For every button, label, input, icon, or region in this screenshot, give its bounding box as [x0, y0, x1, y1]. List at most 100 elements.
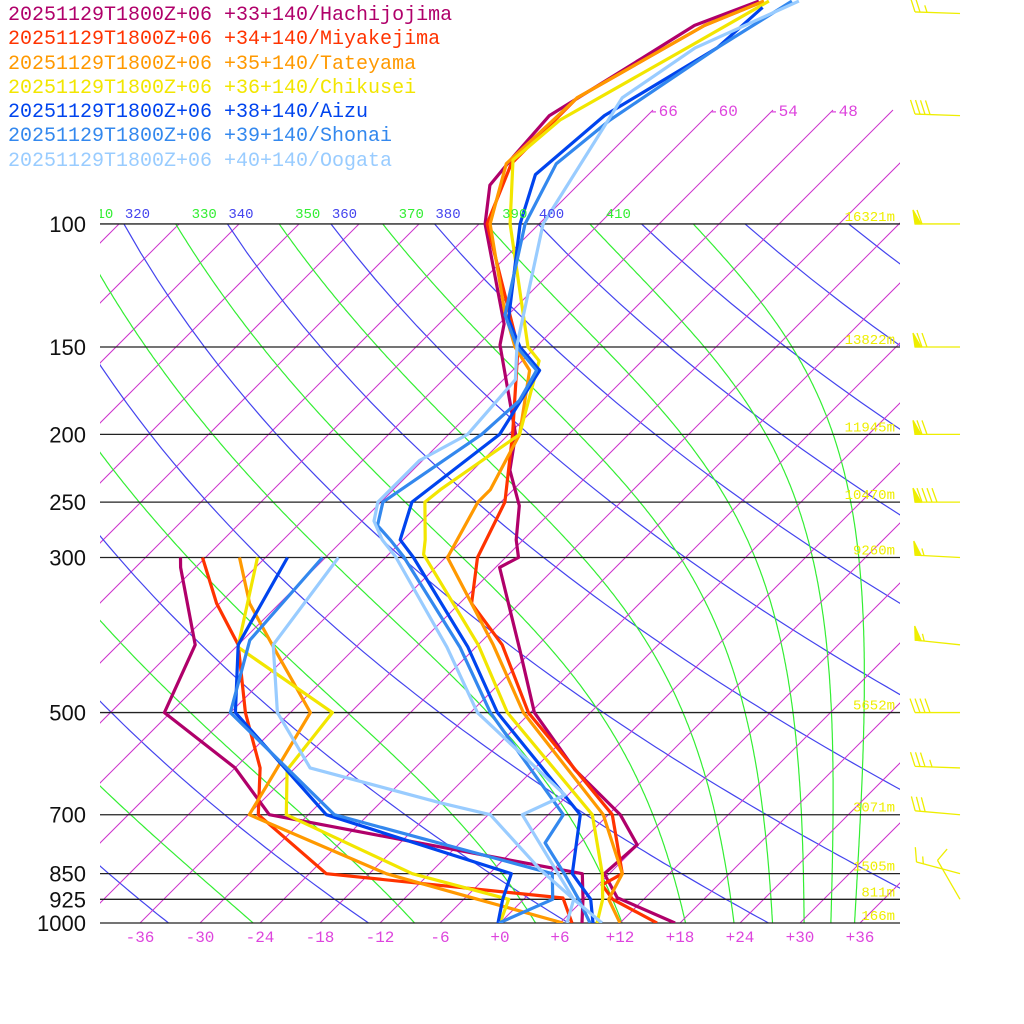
temperature-tick-label: -12	[366, 929, 395, 947]
wind-barb	[912, 332, 960, 348]
moist-adiabat-line	[100, 619, 416, 923]
legend-entry: 20251129T1800Z+06 +39+140/Shonai	[8, 125, 393, 149]
wind-barb-feather	[926, 487, 933, 503]
wind-barb-half-feather	[922, 856, 924, 864]
moist-adiabat-label: 330	[192, 207, 217, 223]
wind-barb	[909, 99, 961, 117]
legend-entry: 20251129T1800Z+06 +38+140/Aizu	[8, 101, 369, 125]
wind-barb	[936, 848, 961, 900]
height-label: 13822m	[845, 333, 895, 349]
isotherm-label: -60	[709, 103, 738, 121]
wind-barb-staff	[915, 765, 961, 769]
height-label: 3071m	[853, 801, 895, 817]
wind-barb	[910, 796, 961, 816]
moist-adiabat-line	[589, 224, 834, 923]
wind-barb-feather	[924, 100, 931, 115]
moist-adiabat-line	[175, 224, 687, 923]
dry-adiabat-label: 320	[125, 207, 150, 223]
temperature-line	[375, 0, 793, 923]
pressure-label: 250	[49, 490, 86, 515]
chart-grid	[100, 109, 1024, 923]
wind-barb-half-feather	[929, 759, 933, 768]
temperature-tick-label: +12	[606, 929, 635, 947]
wind-barb-staff	[936, 860, 961, 900]
wind-barb-staff	[915, 11, 961, 15]
wind-barb-feather	[920, 797, 926, 812]
height-label: 166m	[861, 909, 895, 925]
wind-barb-feather	[931, 487, 938, 503]
temperature-line	[422, 0, 770, 923]
temperature-tick-label: -36	[126, 929, 155, 947]
wind-barb	[909, 751, 961, 769]
wind-barb	[913, 540, 961, 559]
wind-barb-feather	[919, 752, 926, 767]
wind-barb-staff	[915, 810, 961, 816]
wind-barb-feather	[916, 209, 923, 225]
moist-adiabat-line	[100, 273, 623, 923]
wind-barb-feather	[916, 487, 923, 503]
isotherm-line	[100, 224, 240, 364]
moist-adiabat-label: 410	[606, 207, 631, 223]
wind-barb-pennant	[912, 209, 923, 225]
dewpoint-line	[200, 557, 574, 923]
moist-adiabat-label: 350	[295, 207, 320, 223]
isotherm-line	[679, 702, 900, 923]
wind-barb-pennant	[913, 540, 923, 557]
isobars	[100, 223, 900, 924]
wind-barb-feather	[909, 99, 916, 115]
temperature-tick-label: +18	[666, 929, 695, 947]
wind-barb-feather	[910, 796, 916, 811]
wind-barb-feather	[937, 848, 948, 861]
isotherm-line	[259, 282, 900, 923]
wind-barb-feather	[916, 420, 923, 435]
pressure-label: 850	[49, 862, 86, 887]
height-label: 10470m	[845, 488, 895, 504]
temperature-line	[372, 0, 800, 923]
wind-barb	[912, 420, 960, 436]
dewpoint-line	[228, 556, 555, 923]
dry-adiabat-label: 360	[332, 207, 357, 223]
station-profile-3	[236, 0, 770, 923]
temperature-line	[445, 0, 765, 923]
height-label: 5652m	[853, 699, 895, 715]
height-label: 16321m	[845, 210, 895, 226]
temperature-tick-label: -6	[430, 929, 449, 947]
isotherm-line	[619, 642, 900, 923]
temperature-tick-label: +0	[490, 929, 509, 947]
wind-barb-pennant	[912, 332, 923, 348]
moist-adiabat-label: 390	[502, 207, 527, 223]
dry-adiabat-line	[744, 224, 900, 347]
dry-adiabat-line	[848, 224, 900, 265]
wind-barb-half-feather	[921, 548, 925, 556]
chart-legend: 20251129T1800Z+06 +33+140/Hachijojima 202…	[8, 4, 452, 174]
isotherm-line	[920, 110, 1024, 923]
wind-barb	[914, 625, 961, 646]
wind-barb-feather	[921, 420, 928, 435]
wind-barb	[914, 847, 961, 875]
isotherm-line	[100, 224, 420, 544]
temperature-tick-label: +30	[786, 929, 815, 947]
temperature-tick-label: +6	[550, 929, 569, 947]
wind-barbs	[909, 0, 961, 900]
legend-entry: 20251129T1800Z+06 +35+140/Tateyama	[8, 52, 417, 76]
temperature-tick-label: -30	[186, 929, 215, 947]
wind-barb-feather	[914, 99, 921, 115]
station-profile-5	[228, 0, 793, 923]
wind-barb-staff	[915, 554, 961, 559]
pressure-label: 300	[49, 545, 86, 570]
moist-adiabat-line	[100, 785, 254, 923]
isotherm-label: -48	[829, 103, 858, 121]
legend-entry: 20251129T1800Z+06 +34+140/Miyakejima	[8, 28, 441, 52]
dry-adiabat-line	[123, 224, 900, 889]
height-label: 11945m	[845, 420, 895, 436]
moist-adiabat-line	[100, 451, 537, 923]
moist-adiabat-line	[692, 224, 865, 923]
dry-adiabat-line	[537, 224, 900, 516]
moist-adiabat-label: 370	[399, 207, 424, 223]
height-label: 811m	[861, 885, 895, 901]
isotherm-label: -54	[769, 103, 798, 121]
wind-barb-feather	[910, 0, 916, 13]
height-label: 9260m	[853, 543, 895, 559]
isotherm-line	[100, 109, 714, 724]
